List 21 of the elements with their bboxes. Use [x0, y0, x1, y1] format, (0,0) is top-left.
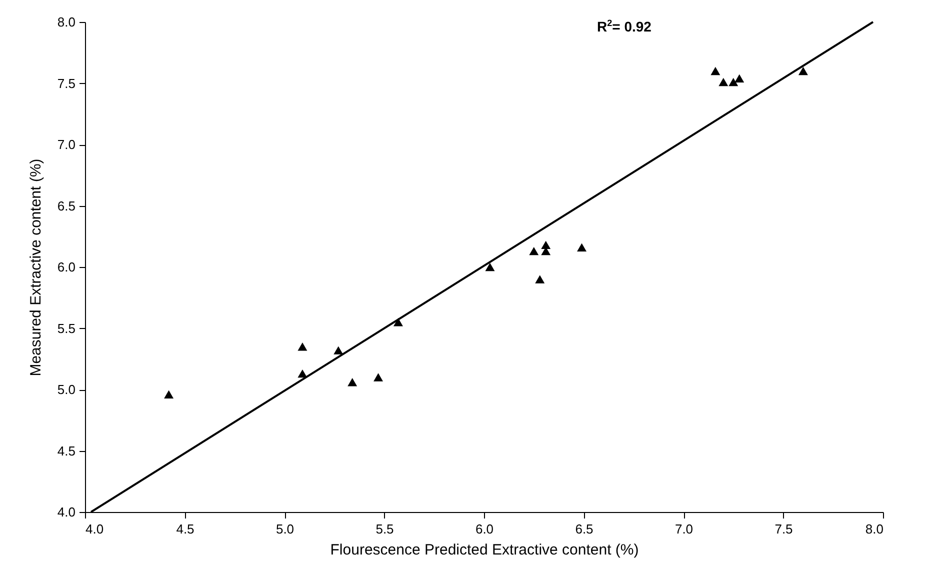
- x-tick-label: 8.0: [865, 522, 884, 536]
- x-tick-label: 4.0: [86, 522, 104, 536]
- y-axis-title: Measured Extractive content (%): [27, 158, 44, 376]
- y-tick-label: 7.0: [57, 137, 76, 152]
- y-tick-label: 6.0: [57, 260, 76, 274]
- x-tick-label: 4.5: [176, 522, 194, 536]
- annotation: R$^{2}$= 0.92: [597, 18, 652, 35]
- y-tick-label: 6.5: [57, 198, 76, 214]
- x-tick-label: 6.0: [475, 522, 494, 536]
- x-tick-label: 7.0: [674, 522, 694, 536]
- y-tick-label: 7.5: [57, 76, 76, 91]
- x-axis-title: Flourescence Predicted Extractive content (%): [330, 542, 639, 558]
- x-tick-label: 5.5: [376, 522, 394, 536]
- y-tick-label: 4.5: [57, 443, 76, 458]
- y-tick-label: 8.0: [57, 14, 76, 30]
- x-tick-label: 6.5: [575, 522, 594, 536]
- y-tick-label: 5.5: [57, 320, 76, 336]
- y-tick-label: 5.0: [57, 382, 76, 397]
- x-tick-label: 7.5: [774, 522, 793, 536]
- y-tick-label: 4.0: [57, 504, 76, 520]
- x-tick-label: 5.0: [276, 522, 294, 536]
